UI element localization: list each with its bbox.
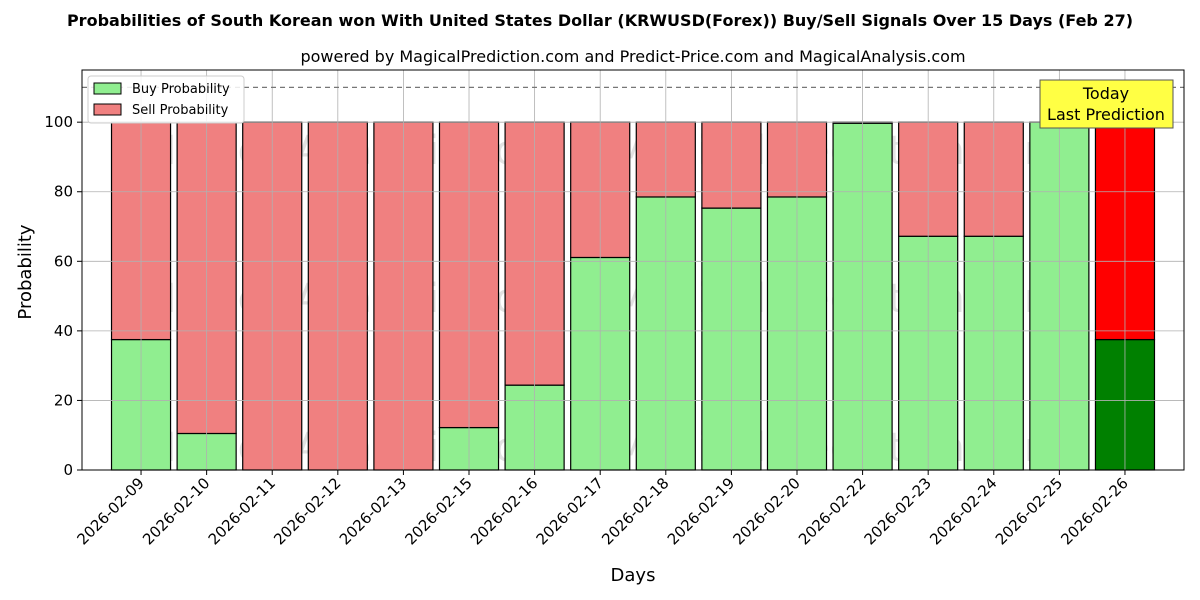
x-tick-label: 2026-02-20 [729,474,803,548]
y-tick-label: 40 [54,322,73,340]
x-tick-label: 2026-02-24 [926,474,1000,548]
x-tick-label: 2026-02-25 [992,474,1066,548]
y-tick-label: 100 [44,113,73,131]
y-tick-label: 80 [54,183,73,201]
x-tick-label: 2026-02-13 [336,474,410,548]
x-tick-label: 2026-02-19 [664,474,738,548]
annotation-text: Today [1082,84,1129,103]
x-tick-label: 2026-02-12 [270,474,344,548]
plot-frame [81,69,1185,471]
legend-box [87,75,245,124]
x-tick-label: 2026-02-17 [533,474,607,548]
x-tick-label: 2026-02-10 [139,474,213,548]
legend-swatch [93,103,122,116]
x-tick-label: 2026-02-22 [795,474,869,548]
x-tick-label: 2026-02-15 [401,474,475,548]
legend-label: Buy Probability [132,82,230,97]
legend-label: Sell Probability [132,103,229,118]
x-tick-label: 2026-02-16 [467,474,541,548]
chart-title: Probabilities of South Korean won With U… [67,11,1133,30]
x-tick-label: 2026-02-11 [205,474,279,548]
legend: Buy Probability Sell Probability [87,75,245,124]
x-tick-label: 2026-02-18 [598,474,672,548]
x-axis-label: Days [611,565,656,586]
y-tick-label: 0 [63,461,73,479]
legend-swatch [93,82,122,95]
x-tick-label: 2026-02-09 [73,474,147,548]
annotation-box [1039,79,1174,129]
y-axis-label: Probability [15,224,36,319]
y-tick-label: 60 [54,252,73,270]
chart-subtitle: powered by MagicalPrediction.com and Pre… [300,47,965,66]
annotation-text: Last Prediction [1047,105,1165,124]
y-tick-label: 20 [54,391,73,409]
x-tick-label: 2026-02-26 [1057,474,1131,548]
plot-area: MagicalAnalysis.comMagicalPrediction.com… [44,69,1185,548]
x-tick-label: 2026-02-23 [861,474,935,548]
today-annotation: Today Last Prediction [1039,79,1174,129]
